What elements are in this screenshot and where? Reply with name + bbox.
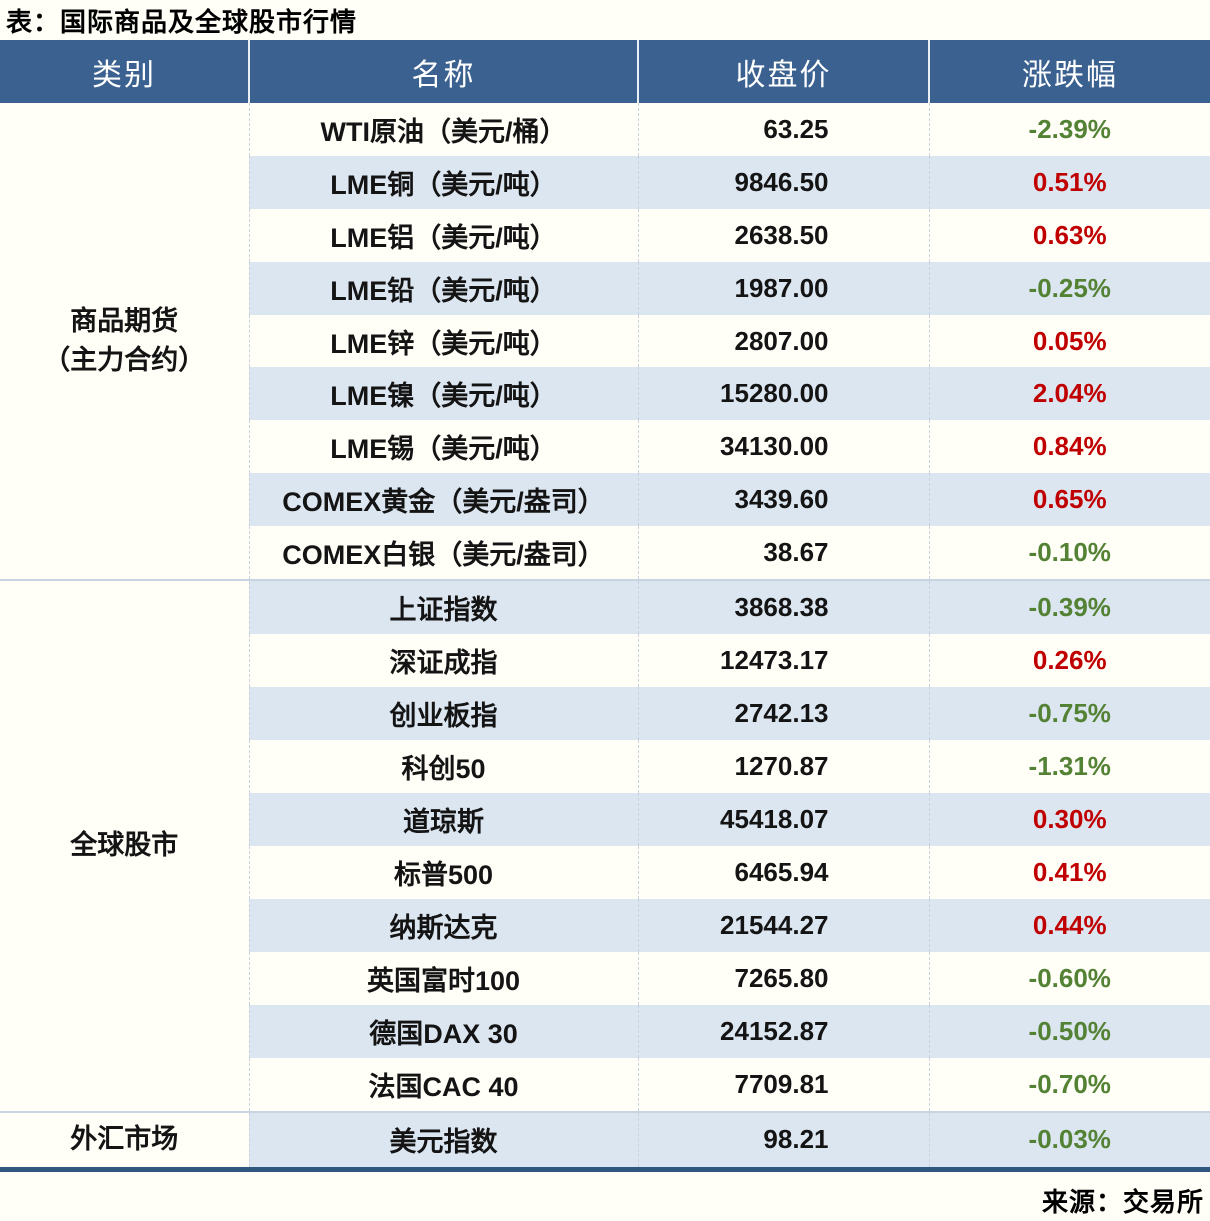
category-cell: 全球股市 — [0, 579, 249, 1112]
category-label-line: （主力合约） — [43, 345, 206, 376]
change-pct-cell: 0.44% — [928, 898, 1210, 952]
table-row: LME锌（美元/吨） 2807.00 0.05% — [0, 314, 1210, 368]
change-pct-cell: -0.03% — [928, 1110, 1210, 1170]
instrument-name-cell: WTI原油（美元/桶） — [248, 103, 638, 156]
instrument-name-cell: LME铅（美元/吨） — [248, 261, 638, 315]
close-price-cell: 1987.00 — [637, 261, 929, 315]
close-price-cell: 12473.17 — [637, 634, 929, 688]
close-price-cell: 24152.87 — [637, 1004, 929, 1058]
header-row: 类别 名称 收盘价 涨跌幅 — [0, 40, 1210, 103]
close-price-cell: 2742.13 — [637, 687, 929, 741]
close-price-cell: 38.67 — [637, 526, 929, 581]
table-row: COMEX黄金（美元/盎司） 3439.60 0.65% — [0, 473, 1210, 527]
change-pct-cell: -0.60% — [928, 951, 1210, 1005]
change-pct-cell: -0.75% — [928, 687, 1210, 741]
change-pct-cell: 0.26% — [928, 634, 1210, 688]
table-row: 全球股市 上证指数 3868.38 -0.39% — [0, 579, 1210, 1112]
close-price-cell: 3439.60 — [637, 473, 929, 527]
close-price-cell: 6465.94 — [637, 846, 929, 899]
table-row: COMEX白银（美元/盎司） 38.67 -0.10% — [0, 526, 1210, 581]
instrument-name-cell: 德国DAX 30 — [248, 1004, 638, 1058]
instrument-name-cell: 英国富时100 — [248, 951, 638, 1005]
table-header: 类别 名称 收盘价 涨跌幅 — [0, 40, 1210, 103]
source-note: 来源：交易所 — [1041, 1187, 1204, 1217]
change-pct-cell: -2.39% — [928, 103, 1210, 156]
table-row: LME铝（美元/吨） 2638.50 0.63% — [0, 208, 1210, 262]
table-row: 商品期货 （主力合约） WTI原油（美元/桶） 63.25 -2.39% — [0, 103, 1210, 375]
table-row: 创业板指 2742.13 -0.75% — [0, 687, 1210, 741]
page-title: 表：国际商品及全球股市行情 — [6, 7, 358, 37]
instrument-name-cell: 道琼斯 — [248, 793, 638, 847]
table-row: 深证成指 12473.17 0.26% — [0, 634, 1210, 688]
change-pct-cell: 0.41% — [928, 846, 1210, 899]
close-price-cell: 3868.38 — [637, 579, 929, 635]
change-pct-cell: -0.39% — [928, 579, 1210, 635]
table-row: 纳斯达克 21544.27 0.44% — [0, 898, 1210, 952]
table-row: 科创50 1270.87 -1.31% — [0, 740, 1210, 794]
close-price-cell: 21544.27 — [637, 898, 929, 952]
change-pct-cell: -0.70% — [928, 1057, 1210, 1112]
change-pct-cell: 0.05% — [928, 314, 1210, 368]
table-row: LME镍（美元/吨） 15280.00 2.04% — [0, 367, 1210, 421]
close-price-cell: 15280.00 — [637, 367, 929, 421]
close-price-cell: 9846.50 — [637, 155, 929, 209]
table-row: 法国CAC 40 7709.81 -0.70% — [0, 1057, 1210, 1112]
instrument-name-cell: LME铝（美元/吨） — [248, 208, 638, 262]
category-label-line: 商品期货 — [70, 306, 179, 336]
market-table: 类别 名称 收盘价 涨跌幅 商品期货 （主力合约） WTI原油（美元/桶） 63.25… — [0, 40, 1210, 1172]
change-pct-cell: 0.51% — [928, 155, 1210, 209]
table-row: LME锡（美元/吨） 34130.00 0.84% — [0, 420, 1210, 474]
change-pct-cell: -0.50% — [928, 1004, 1210, 1058]
category-cell: 外汇市场 — [0, 1110, 249, 1170]
col-header-change: 涨跌幅 — [928, 40, 1210, 103]
change-pct-cell: 0.30% — [928, 793, 1210, 847]
change-pct-cell: 0.63% — [928, 208, 1210, 262]
change-pct-cell: -0.10% — [928, 526, 1210, 581]
close-price-cell: 34130.00 — [637, 420, 929, 474]
instrument-name-cell: 深证成指 — [248, 634, 638, 688]
table-row: 道琼斯 45418.07 0.30% — [0, 793, 1210, 847]
close-price-cell: 1270.87 — [637, 740, 929, 794]
instrument-name-cell: 科创50 — [248, 740, 638, 794]
instrument-name-cell: 纳斯达克 — [248, 898, 638, 952]
change-pct-cell: -1.31% — [928, 740, 1210, 794]
table-row: 德国DAX 30 24152.87 -0.50% — [0, 1004, 1210, 1058]
category-cell: 商品期货 （主力合约） — [0, 103, 249, 580]
table-row: 英国富时100 7265.80 -0.60% — [0, 951, 1210, 1005]
table-row: LME铜（美元/吨） 9846.50 0.51% — [0, 155, 1210, 209]
instrument-name-cell: LME镍（美元/吨） — [248, 367, 638, 421]
instrument-name-cell: LME锡（美元/吨） — [248, 420, 638, 474]
change-pct-cell: 0.84% — [928, 420, 1210, 474]
close-price-cell: 2638.50 — [637, 208, 929, 262]
close-price-cell: 63.25 — [637, 103, 929, 156]
instrument-name-cell: 创业板指 — [248, 687, 638, 741]
close-price-cell: 45418.07 — [637, 793, 929, 847]
close-price-cell: 98.21 — [637, 1110, 929, 1170]
col-header-name: 名称 — [248, 40, 638, 103]
instrument-name-cell: 上证指数 — [248, 579, 638, 635]
change-pct-cell: -0.25% — [928, 261, 1210, 315]
close-price-cell: 7265.80 — [637, 951, 929, 1005]
category-label-line: 全球股市 — [70, 830, 179, 861]
close-price-cell: 7709.81 — [637, 1057, 929, 1112]
table-body: 商品期货 （主力合约） WTI原油（美元/桶） 63.25 -2.39% LME铜（美元/… — [0, 103, 1210, 1170]
table-row: 外汇市场 美元指数 98.21 -0.03% — [0, 1110, 1210, 1170]
instrument-name-cell: 美元指数 — [248, 1110, 638, 1170]
table-row: 标普500 6465.94 0.41% — [0, 846, 1210, 899]
instrument-name-cell: LME锌（美元/吨） — [248, 314, 638, 368]
instrument-name-cell: 标普500 — [248, 846, 638, 899]
col-header-close: 收盘价 — [637, 40, 929, 103]
table-row: LME铅（美元/吨） 1987.00 -0.25% — [0, 261, 1210, 315]
col-header-category: 类别 — [0, 40, 249, 103]
instrument-name-cell: COMEX白银（美元/盎司） — [248, 526, 638, 581]
instrument-name-cell: 法国CAC 40 — [248, 1057, 638, 1112]
change-pct-cell: 0.65% — [928, 473, 1210, 527]
instrument-name-cell: LME铜（美元/吨） — [248, 155, 638, 209]
change-pct-cell: 2.04% — [928, 367, 1210, 421]
category-label-line: 外汇市场 — [70, 1124, 179, 1155]
close-price-cell: 2807.00 — [637, 314, 929, 368]
instrument-name-cell: COMEX黄金（美元/盎司） — [248, 473, 638, 527]
